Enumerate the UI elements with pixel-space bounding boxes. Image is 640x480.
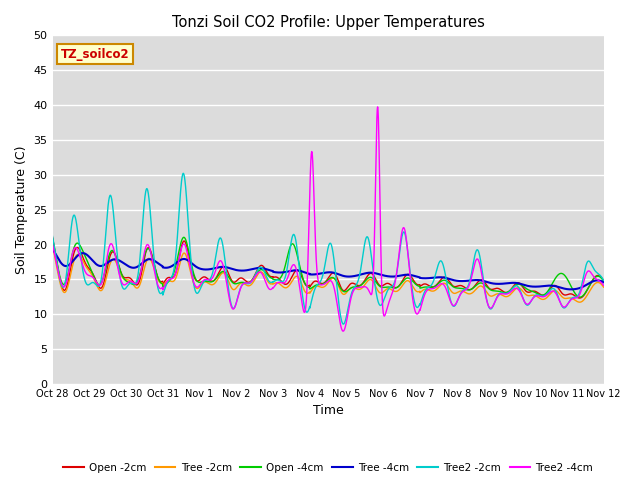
Text: TZ_soilco2: TZ_soilco2 [61, 48, 129, 60]
Title: Tonzi Soil CO2 Profile: Upper Temperatures: Tonzi Soil CO2 Profile: Upper Temperatur… [172, 15, 484, 30]
Y-axis label: Soil Temperature (C): Soil Temperature (C) [15, 145, 28, 274]
Legend: Open -2cm, Tree -2cm, Open -4cm, Tree -4cm, Tree2 -2cm, Tree2 -4cm: Open -2cm, Tree -2cm, Open -4cm, Tree -4… [59, 459, 598, 477]
X-axis label: Time: Time [313, 405, 344, 418]
